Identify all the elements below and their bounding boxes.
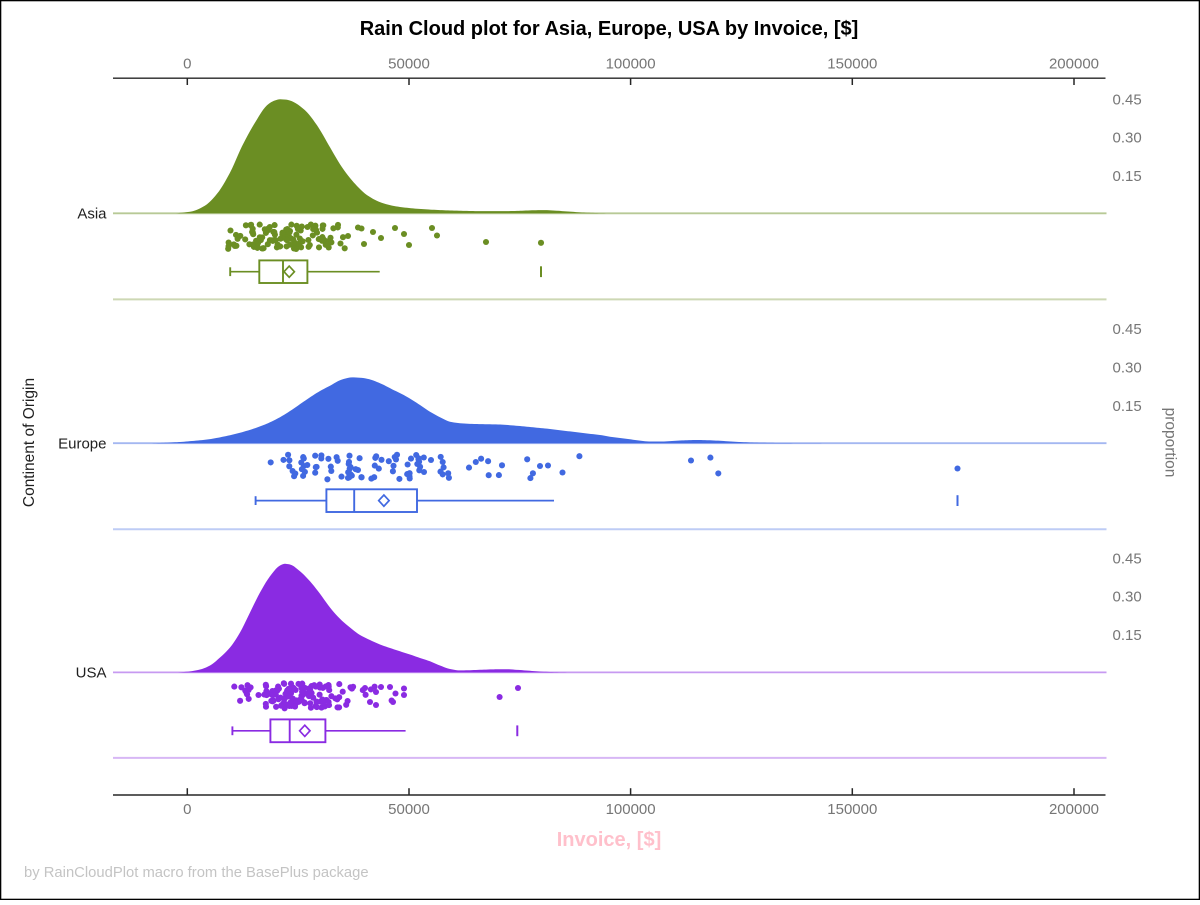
svg-text:proportion: proportion xyxy=(1162,408,1179,478)
svg-text:Europe: Europe xyxy=(58,436,106,453)
svg-text:Continent of Origin: Continent of Origin xyxy=(21,378,38,507)
svg-text:100000: 100000 xyxy=(606,56,656,73)
svg-text:0.45: 0.45 xyxy=(1113,91,1142,108)
svg-text:200000: 200000 xyxy=(1049,56,1099,73)
svg-text:0: 0 xyxy=(183,56,191,73)
svg-text:Asia: Asia xyxy=(77,206,107,223)
svg-text:0.30: 0.30 xyxy=(1113,360,1142,377)
svg-text:0.30: 0.30 xyxy=(1113,589,1142,606)
svg-text:150000: 150000 xyxy=(827,801,877,818)
svg-text:0.15: 0.15 xyxy=(1113,627,1142,644)
svg-text:Invoice, [$]: Invoice, [$] xyxy=(557,829,661,851)
svg-text:50000: 50000 xyxy=(388,801,430,818)
svg-text:0.45: 0.45 xyxy=(1113,321,1142,338)
svg-text:USA: USA xyxy=(76,665,107,682)
svg-text:0.45: 0.45 xyxy=(1113,550,1142,567)
svg-text:0: 0 xyxy=(183,801,191,818)
svg-text:Rain Cloud plot for Asia, Euro: Rain Cloud plot for Asia, Europe, USA by… xyxy=(360,18,859,40)
svg-text:0.30: 0.30 xyxy=(1113,130,1142,147)
svg-text:50000: 50000 xyxy=(388,56,430,73)
svg-text:0.15: 0.15 xyxy=(1113,398,1142,415)
svg-text:100000: 100000 xyxy=(606,801,656,818)
svg-text:by RainCloudPlot macro from th: by RainCloudPlot macro from the BasePlus… xyxy=(24,865,369,881)
svg-text:0.15: 0.15 xyxy=(1113,168,1142,185)
svg-text:150000: 150000 xyxy=(827,56,877,73)
svg-text:200000: 200000 xyxy=(1049,801,1099,818)
